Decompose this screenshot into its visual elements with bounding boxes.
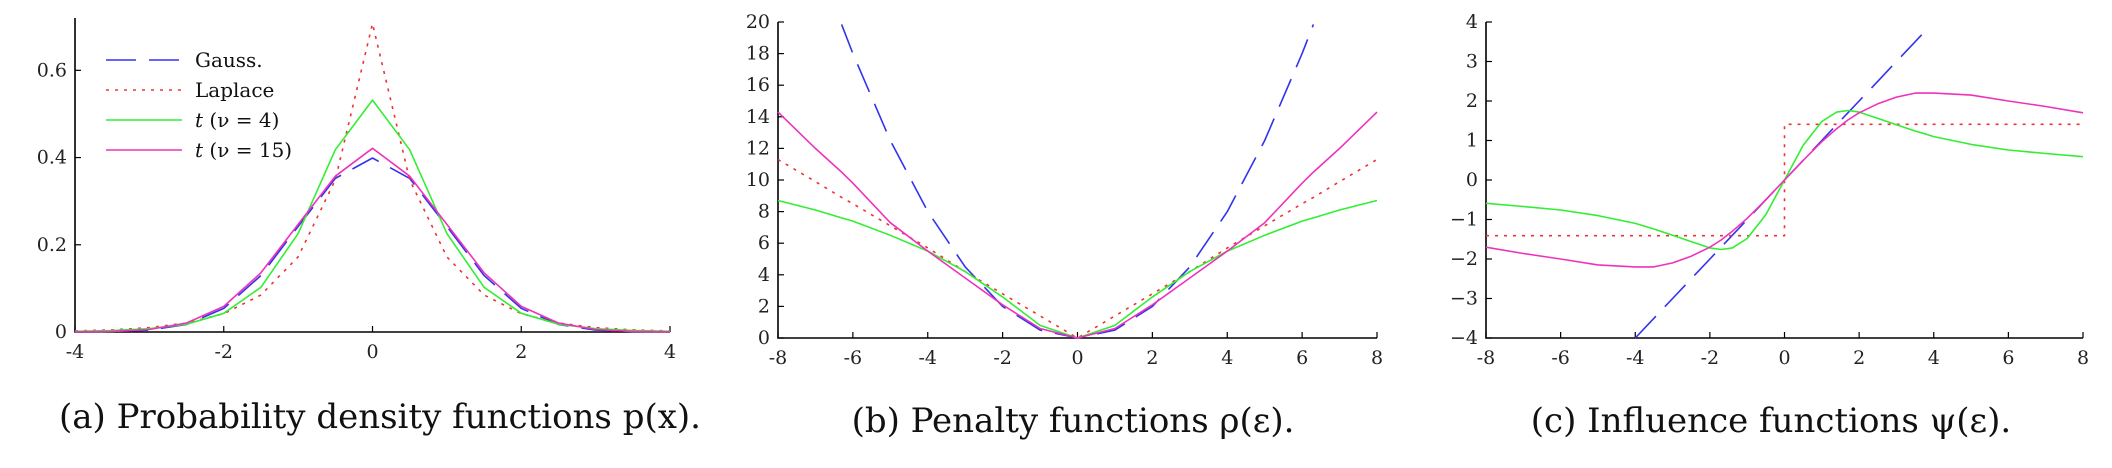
y-tick-label: −2: [1450, 248, 1478, 270]
y-tick-label: 4: [758, 264, 770, 286]
x-tick-label: 0: [366, 341, 378, 363]
x-tick-label: -2: [214, 341, 233, 363]
y-tick-label: 3: [1466, 51, 1478, 73]
axis-frame: [74, 18, 670, 333]
series-line-gauss: [840, 24, 1315, 339]
y-tick-label: −3: [1450, 288, 1478, 310]
panel-c-influence-chart: -8 -6 -4 -2 0 2 4 6 8 −4 −3 −2 −1 0 1 2 3 4: [1450, 11, 2089, 369]
x-tick-label: -8: [769, 347, 788, 369]
x-tick-label: -4: [918, 347, 937, 369]
x-tick-label: -2: [993, 347, 1012, 369]
x-tick-label: 2: [1146, 347, 1158, 369]
x-tick-label: 6: [2002, 347, 2014, 369]
x-tick-label: 4: [1928, 347, 1940, 369]
legend-label: Gauss.: [195, 48, 263, 72]
y-tick-label: 18: [746, 43, 770, 65]
x-tick-label: 4: [1221, 347, 1233, 369]
y-tick-label: 0: [55, 321, 67, 343]
y-tick-label: 8: [758, 201, 770, 223]
series-line-laplace: [74, 22, 671, 332]
x-tick-label: -4: [66, 341, 85, 363]
x-tick-label: 8: [1371, 347, 1383, 369]
series-line-t15: [1485, 92, 2084, 268]
x-tick-label: 2: [1853, 347, 1865, 369]
x-tick-label: -2: [1701, 347, 1720, 369]
x-tick-label: 0: [1778, 347, 1790, 369]
y-tick-label: 0.4: [37, 147, 67, 169]
series-line-laplace: [777, 158, 1378, 339]
y-tick-label: 6: [758, 232, 770, 254]
caption-a: (a) Probability density functions p(x).: [59, 397, 701, 437]
x-tick-label: 4: [664, 341, 676, 363]
series-line-t15: [777, 111, 1378, 339]
x-tick-label: -4: [1626, 347, 1645, 369]
y-tick-label: 2: [1466, 90, 1478, 112]
y-tick-label: 16: [746, 74, 770, 96]
y-tick-label: 0: [758, 327, 770, 349]
legend: Gauss. Laplace t (ν = 4) t (ν = 15): [106, 48, 292, 162]
caption-b: (b) Penalty functions ρ(ε).: [852, 401, 1295, 441]
y-tick-label: 20: [746, 11, 770, 33]
legend-label: t (ν = 15): [195, 138, 292, 162]
y-tick-label: 10: [746, 169, 770, 191]
y-tick-label: 0.2: [37, 234, 67, 256]
x-tick-label: 8: [2077, 347, 2089, 369]
x-tick-label: 6: [1296, 347, 1308, 369]
y-tick-label: 14: [746, 106, 770, 128]
legend-label: Laplace: [195, 78, 274, 102]
legend-label: t (ν = 4): [195, 108, 279, 132]
series-line-gauss: [74, 157, 671, 333]
x-tick-label: -6: [1551, 347, 1570, 369]
x-tick-label: -8: [1477, 347, 1496, 369]
x-tick-label: 0: [1071, 347, 1083, 369]
y-tick-label: 4: [1466, 11, 1478, 33]
x-tick-label: -6: [844, 347, 863, 369]
y-tick-label: 0.6: [37, 59, 67, 81]
series-line-t4: [1485, 109, 2084, 251]
y-tick-label: −1: [1450, 209, 1478, 231]
y-tick-label: 2: [758, 295, 770, 317]
panel-a-pdf-chart: -4 -2 0 2 4 0 0.2 0.4 0.6 Gauss. Laplace t (ν = 4) t…: [37, 18, 676, 363]
series-line-t15: [74, 147, 671, 333]
y-tick-label: 12: [746, 137, 770, 159]
x-tick-label: 2: [515, 341, 527, 363]
series-line-t4: [777, 199, 1378, 339]
caption-c: (c) Influence functions ψ(ε).: [1531, 401, 2011, 441]
axis-frame: [777, 22, 1377, 339]
y-tick-label: −4: [1450, 327, 1478, 349]
series-line-t4: [74, 99, 671, 333]
panel-b-penalty-chart: -8 -6 -4 -2 0 2 4 6 8 0 2 4 6 8 10 12 14 16 18 20: [746, 11, 1383, 369]
y-tick-label: 1: [1466, 130, 1478, 152]
y-tick-label: 0: [1466, 169, 1478, 191]
